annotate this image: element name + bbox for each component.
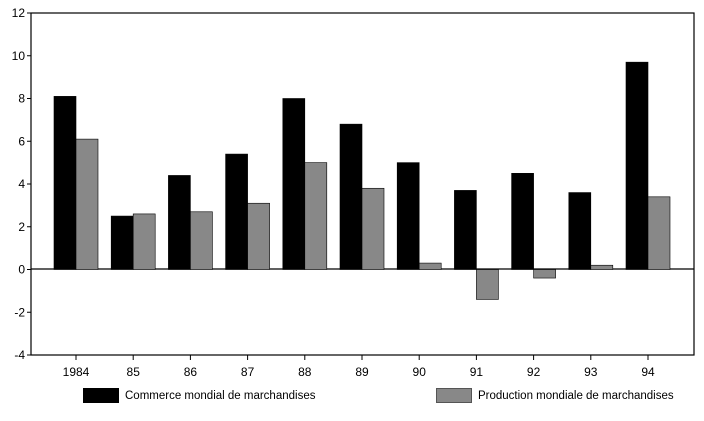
x-tick-label: 86 <box>184 365 198 379</box>
bar-commerce <box>339 123 363 270</box>
bars <box>53 61 671 300</box>
bar-commerce <box>396 162 420 270</box>
x-tick-label: 94 <box>641 365 655 379</box>
y-tick-label: -2 <box>14 305 25 319</box>
bar-production <box>590 264 614 270</box>
bar-production <box>132 213 156 270</box>
y-tick-label: 12 <box>12 6 26 20</box>
y-tick-label: 6 <box>18 134 25 148</box>
y-axis: -4 -2 0 2 4 6 8 10 12 <box>12 6 31 362</box>
legend-item-commerce: Commerce mondial de marchandises <box>83 388 315 403</box>
x-axis: 1984 85 86 87 88 89 90 91 92 93 94 <box>63 355 655 379</box>
y-tick-label: 0 <box>18 263 25 277</box>
bar-commerce <box>53 96 77 270</box>
bar-commerce <box>168 175 191 270</box>
y-tick-label: 10 <box>12 49 26 63</box>
bar-commerce <box>625 61 649 270</box>
y-tick-label: 8 <box>18 92 25 106</box>
bar-production <box>304 162 328 270</box>
legend-swatch-commerce <box>83 388 119 403</box>
x-tick-label: 92 <box>527 365 541 379</box>
legend-label-commerce: Commerce mondial de marchandises <box>125 389 316 402</box>
plot-frame <box>30 12 695 356</box>
bar-commerce <box>282 98 306 270</box>
bar-production <box>75 138 99 270</box>
y-tick-label: 4 <box>18 177 25 191</box>
x-tick-label: 90 <box>413 365 427 379</box>
legend-label-production: Production mondiale de marchandises <box>478 389 674 402</box>
y-tick-label: 2 <box>18 220 25 234</box>
x-tick-label: 85 <box>127 365 141 379</box>
x-tick-label: 1984 <box>63 365 90 379</box>
bar-commerce <box>568 192 592 270</box>
legend-swatch-production <box>436 388 472 403</box>
legend-item-production: Production mondiale de marchandises <box>436 388 674 403</box>
bar-commerce <box>454 190 477 270</box>
bar-commerce <box>110 215 134 270</box>
bar-production <box>247 202 270 270</box>
bar-production <box>476 269 499 300</box>
bar-commerce <box>511 173 534 270</box>
x-tick-label: 93 <box>584 365 598 379</box>
bar-commerce <box>225 153 248 270</box>
bar-production <box>647 196 671 270</box>
x-tick-label: 87 <box>241 365 255 379</box>
x-tick-label: 88 <box>298 365 312 379</box>
bar-production <box>361 187 385 270</box>
x-tick-label: 89 <box>355 365 369 379</box>
y-tick-label: -4 <box>14 348 25 362</box>
bar-production <box>533 269 556 279</box>
x-tick-label: 91 <box>470 365 484 379</box>
bar-production <box>418 262 442 270</box>
bar-production <box>190 211 213 270</box>
